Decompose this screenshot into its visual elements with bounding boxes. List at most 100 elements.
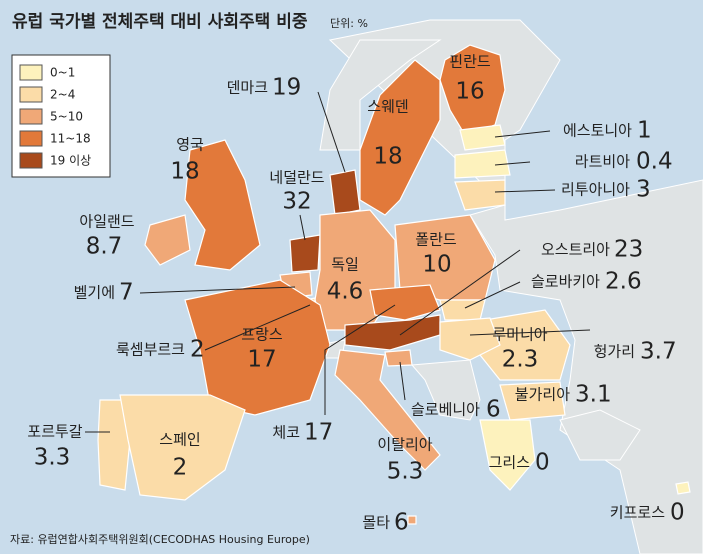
country [289, 234, 321, 273]
country-name: 리투아니아 [561, 181, 630, 199]
country-name: 이탈리아 [377, 436, 432, 454]
country-name: 루마니아 [492, 326, 547, 344]
country-value: 17 [247, 347, 276, 373]
country-name: 룩셈부르크 [116, 341, 185, 359]
country-name: 키프로스 [610, 504, 665, 522]
source: 자료: 유럽연합사회주택위원회(CECODHAS Housing Europe) [10, 532, 310, 546]
country [329, 169, 361, 216]
leader-line [139, 286, 296, 294]
leader-line [324, 304, 396, 415]
leader-line [399, 249, 521, 336]
legend-swatch [19, 152, 43, 169]
country-name: 덴마크 [227, 79, 268, 97]
legend-label: 11~18 [50, 132, 91, 146]
country-value: 18 [170, 159, 199, 185]
country-name: 불가리아 [515, 386, 570, 404]
country-value: 32 [282, 189, 311, 215]
unit: 단위: % [330, 17, 368, 30]
legend-label: 2~4 [50, 88, 75, 102]
legend-swatch [19, 130, 43, 147]
country [184, 139, 261, 271]
country [499, 381, 566, 421]
country-name: 스페인 [159, 431, 200, 449]
country-name: 헝가리 [594, 343, 635, 361]
legend-label: 19 이상 [50, 154, 91, 168]
country-value: 2.6 [605, 269, 642, 295]
country [184, 279, 331, 416]
legend-label: 0~1 [50, 66, 75, 80]
country-value: 19 [272, 75, 301, 101]
country-name: 스웨덴 [367, 98, 408, 116]
leader-line [464, 281, 521, 309]
title: 유럽 국가별 전체주택 대비 사회주택 비중 [12, 12, 308, 32]
country-name: 프랑스 [241, 326, 283, 344]
country-value: 5.3 [387, 459, 424, 485]
leader-line [494, 189, 556, 193]
country-value: 17 [304, 420, 333, 446]
leader-line [494, 130, 551, 138]
country-name: 영국 [176, 136, 204, 154]
country-value: 0.4 [636, 149, 673, 175]
country-name: 에스토니아 [563, 122, 632, 140]
country [454, 179, 506, 211]
country-value: 1 [637, 118, 652, 144]
legend-swatch [19, 108, 43, 125]
leader-line [399, 361, 406, 401]
country [439, 317, 501, 361]
country-value: 18 [373, 144, 402, 170]
country [384, 349, 413, 367]
legend-swatch [19, 64, 43, 81]
country [479, 419, 536, 491]
country-value: 3.7 [640, 339, 677, 365]
country-value: 6 [394, 510, 409, 536]
country-value: 7 [119, 280, 134, 306]
country [459, 124, 506, 151]
country-value: 3.3 [34, 445, 71, 471]
country [119, 394, 246, 501]
country-value: 8.7 [86, 234, 123, 260]
country-name: 몰타 [362, 514, 390, 532]
country [407, 515, 417, 525]
country [369, 284, 441, 321]
country-name: 슬로베니아 [411, 401, 480, 419]
country [675, 481, 691, 495]
leader-line [317, 91, 346, 173]
country-name: 그리스 [489, 454, 531, 472]
leader-line [299, 214, 306, 241]
country-value: 16 [455, 79, 484, 105]
country [144, 214, 191, 266]
country [334, 349, 441, 471]
country-name: 네덜란드 [269, 169, 324, 187]
country-value: 3.1 [575, 382, 612, 408]
country-value: 10 [422, 252, 451, 278]
leader-line [469, 329, 591, 336]
legend-swatch [19, 86, 43, 103]
country-name: 라트비아 [575, 153, 630, 171]
country-value: 0 [670, 500, 685, 526]
country-name: 포르투갈 [27, 423, 82, 441]
country [439, 44, 506, 136]
country-name: 폴란드 [415, 231, 457, 249]
country-value: 3 [636, 177, 651, 203]
country-name: 체코 [272, 424, 300, 442]
country-name: 아일랜드 [79, 213, 134, 231]
country-name: 독일 [331, 256, 359, 274]
country-value: 0 [535, 450, 550, 476]
country-name: 슬로바키아 [531, 273, 600, 291]
country [439, 299, 486, 321]
country-name: 핀란드 [449, 53, 491, 71]
other-land [317, 19, 703, 554]
country [359, 59, 441, 216]
leader-line [494, 161, 531, 166]
country-value: 2 [190, 337, 205, 363]
legend-label: 5~10 [50, 110, 83, 124]
country-name: 벨기에 [74, 284, 115, 302]
country-value: 6 [486, 397, 501, 423]
country-value: 4.6 [327, 279, 364, 305]
country-value: 2 [173, 455, 188, 481]
country [454, 149, 511, 179]
leader-line [204, 304, 311, 351]
country-value: 2.3 [502, 347, 539, 373]
country-name: 오스트리아 [541, 241, 610, 259]
